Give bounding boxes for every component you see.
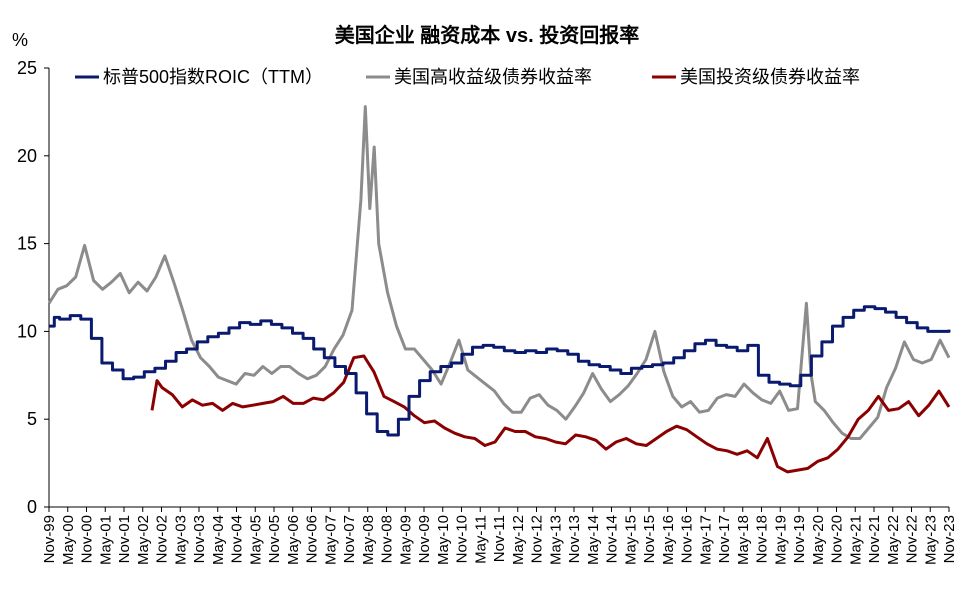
x-tick-label: Nov-15: [641, 515, 658, 563]
x-tick-label: May-11: [472, 515, 489, 564]
x-tick-label: May-04: [210, 515, 227, 565]
y-tick-label: 25: [17, 58, 37, 78]
legend-label-3: 美国投资级债券收益率: [680, 67, 860, 87]
x-tick-label: Nov-11: [491, 515, 508, 562]
x-tick-label: Nov-22: [904, 515, 921, 563]
x-tick-label: May-09: [397, 515, 414, 565]
x-tick-label: May-08: [360, 515, 377, 565]
x-tick-label: May-07: [322, 515, 339, 565]
x-tick-label: Nov-13: [566, 515, 583, 563]
x-tick-label: Nov-23: [941, 515, 958, 563]
x-tick-label: Nov-03: [191, 515, 208, 563]
x-tick-label: Nov-08: [379, 515, 396, 563]
x-tick-label: May-05: [247, 515, 264, 565]
x-tick-label: Nov-17: [716, 515, 733, 563]
x-tick-label: Nov-06: [304, 515, 321, 563]
x-tick-label: May-03: [172, 515, 189, 565]
x-tick-label: May-02: [135, 515, 152, 565]
x-tick-label: May-15: [622, 515, 639, 565]
y-axis-unit-label: %: [12, 30, 28, 50]
x-tick-label: Nov-07: [341, 515, 358, 563]
y-ticks: 0 5 10 15 20 25: [17, 58, 49, 517]
x-tick-label: Nov-00: [79, 515, 96, 563]
x-tick-label: May-14: [585, 515, 602, 565]
x-tick-label: May-01: [97, 515, 114, 565]
x-tick-label: Nov-02: [154, 515, 171, 563]
y-tick-label: 10: [17, 321, 37, 341]
series-line-3: [150, 354, 951, 474]
x-tick-label: May-23: [922, 515, 939, 565]
x-tick-label: Nov-16: [679, 515, 696, 563]
x-tick-label: May-12: [510, 515, 527, 565]
series-line-2: [47, 105, 951, 440]
legend: 标普500指数ROIC（TTM） 美国高收益级债券收益率 美国投资级债券收益率: [75, 67, 860, 87]
x-tick-label: Nov-01: [116, 515, 133, 563]
axes: [48, 68, 949, 508]
y-tick-label: 15: [17, 234, 37, 254]
x-tick-label: Nov-21: [866, 515, 883, 563]
x-tick-label: Nov-20: [829, 515, 846, 563]
legend-label-2: 美国高收益级债券收益率: [394, 67, 592, 87]
chart-title: 美国企业 融资成本 vs. 投资回报率: [335, 23, 639, 47]
x-tick-label: May-10: [435, 515, 452, 565]
x-tick-label: May-20: [810, 515, 827, 565]
series-line-1: [49, 305, 951, 437]
x-tick-label: May-21: [847, 515, 864, 565]
x-tick-label: May-19: [772, 515, 789, 565]
x-tick-label: May-17: [697, 515, 714, 565]
x-tick-label: Nov-10: [454, 515, 471, 563]
x-tick-label: May-16: [660, 515, 677, 565]
x-tick-label: May-22: [885, 515, 902, 565]
y-tick-label: 5: [27, 409, 37, 429]
x-tick-label: Nov-04: [229, 515, 246, 563]
legend-label-1: 标普500指数ROIC（TTM）: [103, 67, 323, 87]
x-tick-label: Nov-14: [604, 515, 621, 563]
x-tick-label: Nov-19: [791, 515, 808, 563]
x-tick-label: Nov-09: [416, 515, 433, 563]
y-tick-label: 0: [27, 497, 37, 517]
x-tick-label: Nov-18: [754, 515, 771, 563]
series-layer: [47, 105, 951, 474]
x-tick-label: Nov-12: [529, 515, 546, 563]
x-tick-label: May-13: [547, 515, 564, 565]
x-tick-label: Nov-99: [41, 515, 58, 563]
x-tick-label: Nov-05: [266, 515, 283, 563]
x-tick-label: May-18: [735, 515, 752, 565]
x-tick-label: May-00: [60, 515, 77, 565]
y-tick-label: 20: [17, 146, 37, 166]
x-tick-label: May-06: [285, 515, 302, 565]
x-ticks: Nov-99 May-00 Nov-00 May-01 Nov-01 May-02 Nov-…: [41, 507, 958, 565]
